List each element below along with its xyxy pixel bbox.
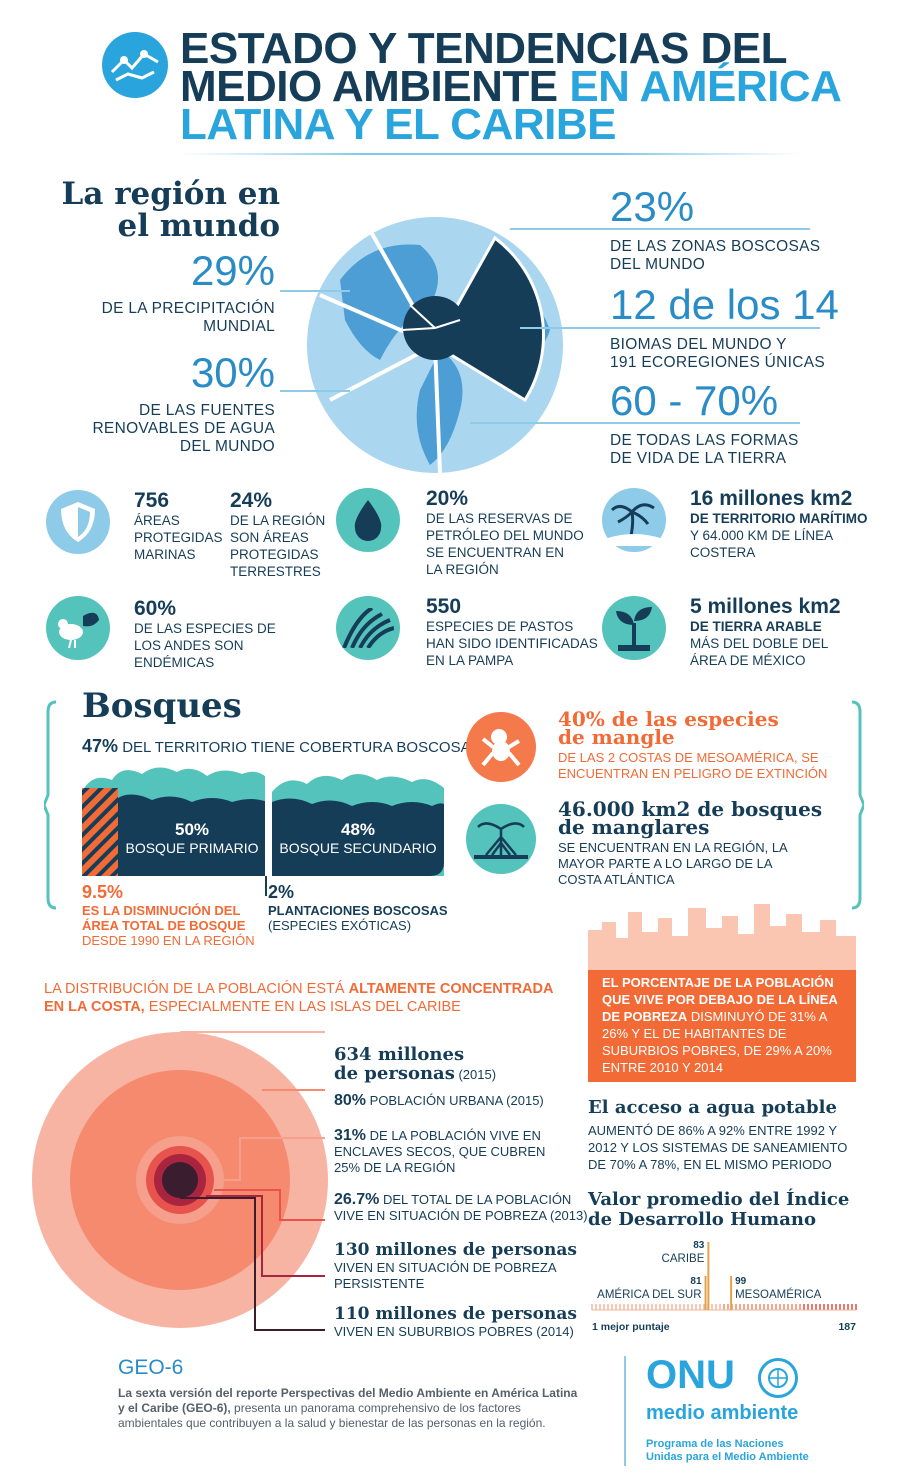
region-left-stat: 30% DE LAS FUENTES RENOVABLES DE AGUA DE… [92,349,275,456]
population-rings [32,1031,328,1331]
stat-oil-reserves: 20% DE LAS RESERVAS DE PETRÓLEO DEL MUND… [426,487,584,578]
un-emblem-icon [758,1358,798,1398]
mangrove-icon [466,804,536,874]
hdi-label-meso: MESOAMÉRICA [735,1288,822,1301]
forest-loss: 9.5% ES LA DISMINUCIÓN DEL ÁREA TOTAL DE… [82,882,255,948]
poverty-share: 26.7% DEL TOTAL DE LA POBLACIÓN VIVE EN … [334,1191,588,1224]
frog-icon [466,712,536,782]
palm-beach-icon [602,488,666,552]
connector-line [470,422,800,424]
bird-icon [46,596,110,660]
geo6-label: GEO-6 [118,1356,184,1379]
medio-ambiente-text: medio ambiente [646,1402,799,1424]
header-logo-icon [102,32,168,98]
page-title: ESTADO Y TENDENCIAS DEL MEDIO AMBIENTE E… [180,24,842,149]
forest-bar-divider [265,876,267,896]
forest-bar-icon [82,767,444,876]
region-right-stat: 12 de los 14 BIOMAS DEL MUNDO Y 191 ECOR… [610,281,839,372]
hdi-value-meso: 99 [735,1276,747,1287]
hdi-label-caribe: CARIBE [662,1253,705,1265]
globe-chart [307,217,563,474]
poverty-box [588,970,856,1082]
forest-plantations: 2% PLANTACIONES BOSCOSAS (ESPECIES EXÓTI… [268,882,448,933]
population-intro: LA DISTRIBUCIÓN DE LA POBLACIÓN ESTÁ ALT… [44,981,554,1015]
connector-line [280,290,350,292]
city-skyline-icon [588,904,856,974]
connector-line [280,390,350,392]
water-access: El acceso a agua potable AUMENTÓ DE 86% … [588,1097,848,1173]
hdi-heading: Valor promedio del Índice de Desarrollo … [588,1189,850,1230]
urban-population: 80% POBLACIÓN URBANA (2015) [334,1092,544,1109]
connector-line [520,327,820,329]
left-bracket [44,700,57,910]
footer-divider [624,1356,626,1466]
hdi-min-label: 1 mejor puntaje [592,1321,670,1333]
stat-marine-areas: 756 ÁREAS PROTEGIDAS MARINAS [134,489,223,563]
stat-maritime: 16 millones km2 DE TERRITORIO MARÍTIMO Y… [690,487,868,561]
sprout-icon [602,596,666,660]
bosques-heading: Bosques [82,686,242,726]
population-total: 634 millones de personas (2015) [334,1044,497,1084]
footer-description: La sexta versión del reporte Perspectiva… [118,1386,578,1430]
hdi-label-sur: AMÉRICA DEL SUR [597,1288,701,1301]
primary-forest-label: 50% BOSQUE PRIMARIO [125,820,259,856]
pnuma-text: Programa de las Naciones Unidas para el … [646,1438,809,1463]
connector-line [510,228,810,230]
poverty-text: EL PORCENTAJE DE LA POBLACIÓN QUE VIVE P… [602,975,838,1075]
stat-terrestrial-areas: 24% DE LA REGIÓN SON ÁREAS PROTEGIDAS TE… [230,489,326,580]
onu-logo-text: ONU [646,1353,735,1397]
stat-andes-species: 60% DE LAS ESPECIES DE LOS ANDES SON END… [134,597,276,671]
slum-population: 110 millones de personas VIVEN EN SUBURB… [334,1304,577,1339]
mangrove-species: 40% de las especies de mangle DE LAS 2 C… [558,707,828,781]
region-right-stat: 60 - 70% DE TODAS LAS FORMAS DE VIDA DE … [610,377,799,468]
forest-cover-text: 47% DEL TERRITORIO TIENE COBERTURA BOSCO… [82,736,475,756]
grass-icon [336,596,400,660]
persistent-poverty: 130 millones de personas VIVEN EN SITUAC… [334,1240,577,1291]
oil-drop-icon [336,488,400,552]
secondary-forest-label: 48% BOSQUE SECUNDARIO [279,820,437,856]
right-bracket [851,700,864,910]
hdi-value-caribe: 83 [693,1240,705,1251]
dry-enclaves: 31% DE LA POBLACIÓN VIVE EN ENCLAVES SEC… [334,1127,546,1176]
header-divider [180,153,800,155]
region-right-stat: 23% DE LAS ZONAS BOSCOSAS DEL MUNDO [610,183,821,274]
shield-icon [46,490,110,554]
stat-arable-land: 5 millones km2 DE TIERRA ARABLE MÁS DEL … [690,595,841,669]
stat-pampa-grass: 550 ESPECIES DE PASTOS HAN SIDO IDENTIFI… [426,595,598,669]
hdi-value-sur: 81 [690,1276,702,1287]
forest-bar-divider [265,770,268,882]
mangrove-area: 46.000 km2 de bosques de manglares SE EN… [558,797,823,887]
hdi-max-label: 187 [838,1321,856,1333]
region-left-stat: 29% DE LA PRECIPITACIÓN MUNDIAL [101,247,275,336]
region-heading: La región en el mundo [61,176,280,244]
